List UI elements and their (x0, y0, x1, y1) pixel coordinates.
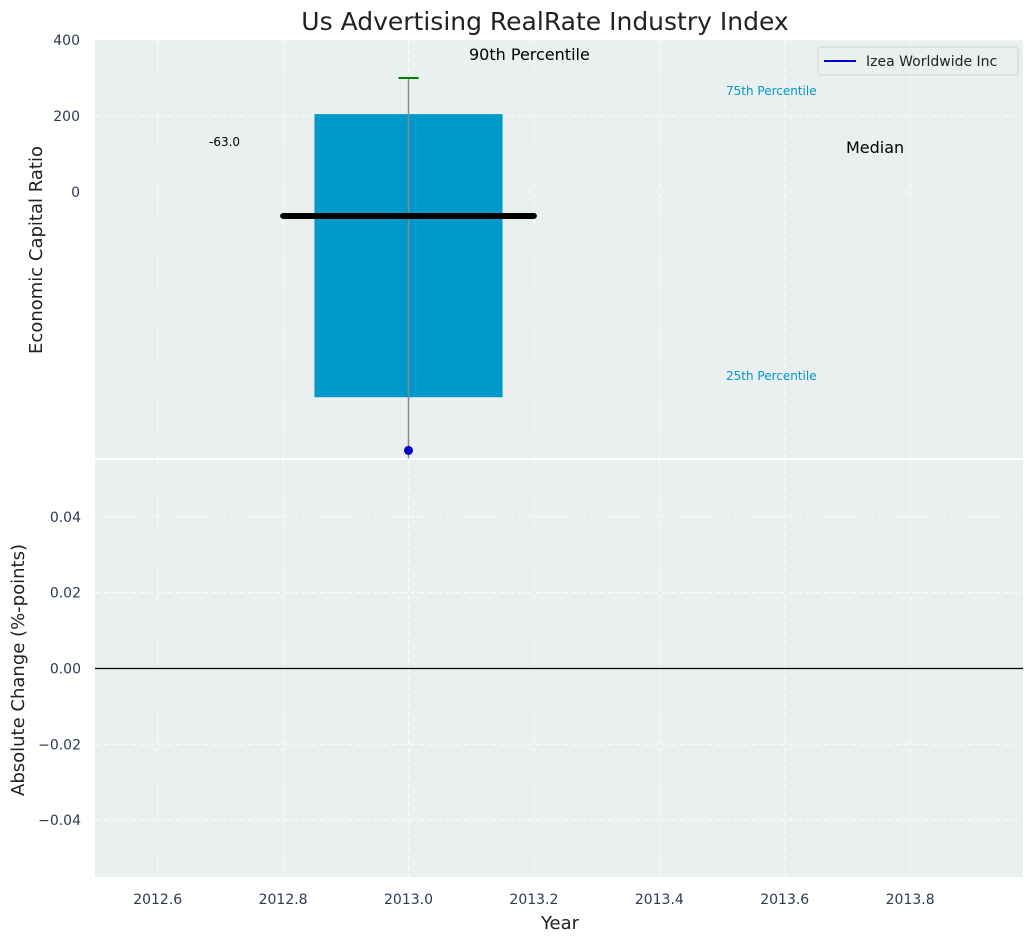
x-tick-label: 2012.6 (133, 892, 182, 908)
legend: Izea Worldwide Inc (817, 46, 1019, 76)
x-tick-label: 2013.8 (886, 892, 935, 908)
top-panel-marks (280, 77, 537, 459)
x-tick-label: 2013.4 (635, 892, 684, 908)
bottom-x-ticks: 2012.6 2012.8 2013.0 2013.2 2013.4 2013.6 2013… (133, 892, 934, 908)
bottom-y-axis-label: Absolute Change (%-points) (8, 544, 29, 796)
x-tick-label: 2013.0 (384, 892, 433, 908)
bottom-y-tick-label: 0.04 (50, 510, 81, 526)
median-label: Median (846, 138, 904, 157)
legend-box (817, 46, 1019, 76)
top-y-tick-label: 0 (71, 185, 80, 201)
bottom-y-ticks: 0.04 0.02 0.00 −0.02 −0.04 (38, 510, 81, 829)
company-point (404, 445, 414, 455)
top-y-tick-label: 400 (53, 33, 80, 49)
chart-title: Us Advertising RealRate Industry Index (301, 7, 788, 36)
p75-label: 75th Percentile (726, 84, 817, 98)
top-y-ticks: 0 200 400 (53, 33, 80, 201)
x-tick-label: 2012.8 (259, 892, 308, 908)
median-value-label: -63.0 (209, 135, 240, 149)
x-tick-label: 2013.2 (509, 892, 558, 908)
x-axis-label: Year (540, 913, 580, 934)
p25-label: 25th Percentile (726, 369, 817, 383)
top-y-axis-label: Economic Capital Ratio (26, 146, 47, 354)
bottom-y-tick-label: −0.02 (38, 737, 81, 753)
bottom-y-tick-label: 0.02 (50, 586, 81, 602)
p90-label: 90th Percentile (469, 45, 590, 64)
x-tick-label: 2013.6 (760, 892, 809, 908)
legend-entry-label: Izea Worldwide Inc (866, 54, 997, 70)
top-plot-area (95, 40, 1023, 458)
bottom-y-tick-label: −0.04 (38, 813, 81, 829)
top-y-tick-label: 200 (53, 109, 80, 125)
bottom-y-tick-label: 0.00 (50, 662, 81, 678)
